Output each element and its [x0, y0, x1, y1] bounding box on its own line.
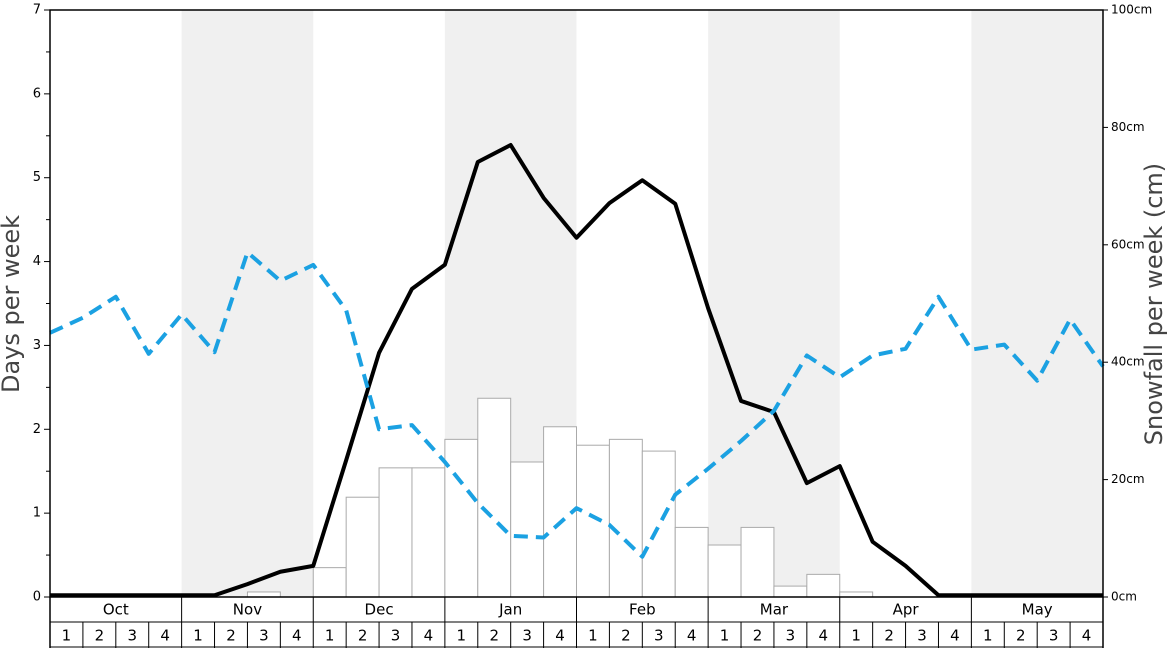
- month-label: Mar: [760, 601, 789, 619]
- x-tick-label: 2: [1016, 627, 1026, 645]
- x-tick-label: 2: [621, 627, 631, 645]
- y-tick-label: 2: [33, 422, 41, 437]
- x-tick-label: 2: [489, 627, 499, 645]
- y-tick-label: 4: [33, 254, 41, 269]
- x-tick-label: 4: [950, 627, 960, 645]
- x-tick-label: 1: [325, 627, 335, 645]
- month-label: Dec: [365, 601, 394, 619]
- bar: [510, 461, 545, 598]
- bar: [444, 438, 479, 598]
- x-tick-label: 2: [753, 627, 763, 645]
- y2-tick-label: 100cm: [1111, 3, 1152, 17]
- y-tick-label: 6: [33, 86, 41, 101]
- month-band: [708, 10, 840, 597]
- bar: [839, 591, 874, 598]
- month-label: Oct: [103, 601, 129, 619]
- bar: [378, 467, 413, 598]
- bar: [674, 526, 709, 598]
- y2-tick-label: 0cm: [1111, 590, 1137, 604]
- bar: [477, 397, 512, 598]
- month-band: [181, 10, 314, 597]
- x-tick-label: 1: [720, 627, 730, 645]
- month-label: Feb: [629, 601, 656, 619]
- line: [50, 143, 1103, 598]
- y2-tick-label: 60cm: [1111, 237, 1145, 251]
- x-tick-label: 3: [786, 627, 796, 645]
- x-tick-label: 4: [819, 627, 829, 645]
- month-label: May: [1022, 601, 1053, 619]
- bar: [806, 573, 841, 598]
- x-tick-label: 4: [555, 627, 565, 645]
- month-label: Nov: [233, 601, 262, 619]
- y2-tick-label: 20cm: [1111, 472, 1145, 486]
- x-tick-label: 3: [259, 627, 269, 645]
- x-tick-label: 4: [292, 627, 302, 645]
- bar: [641, 450, 676, 598]
- x-tick-label: 1: [62, 627, 72, 645]
- x-tick-label: 3: [522, 627, 532, 645]
- x-tick-label: 4: [160, 627, 170, 645]
- bar: [740, 526, 775, 598]
- x-tick-label: 1: [193, 627, 203, 645]
- x-tick-label: 2: [358, 627, 368, 645]
- bar: [246, 591, 281, 598]
- x-tick-label: 3: [654, 627, 664, 645]
- bar: [576, 444, 610, 598]
- x-tick-label: 1: [983, 627, 993, 645]
- bar: [608, 438, 643, 598]
- y-tick-label: 0: [33, 590, 41, 605]
- x-tick-label: 4: [687, 627, 697, 645]
- y2-tick-label: 80cm: [1111, 120, 1145, 134]
- bar: [411, 467, 446, 598]
- x-tick-label: 1: [851, 627, 861, 645]
- x-tick-label: 4: [424, 627, 434, 645]
- y-axis-title: Days per week: [0, 215, 25, 393]
- bar: [773, 585, 808, 598]
- month-label: Jan: [498, 601, 522, 619]
- x-tick-label: 3: [391, 627, 401, 645]
- y-tick-label: 7: [33, 3, 41, 18]
- x-tick-label: 2: [95, 627, 105, 645]
- y-tick-label: 1: [33, 506, 41, 521]
- bar: [345, 496, 380, 598]
- line: [49, 250, 1105, 559]
- bar: [707, 544, 742, 598]
- x-tick-label: 3: [917, 627, 927, 645]
- y2-axis-title: Snowfall per week (cm): [1140, 163, 1168, 445]
- month-label: Apr: [893, 601, 920, 619]
- y-tick-label: 3: [33, 338, 41, 353]
- x-tick-label: 2: [884, 627, 894, 645]
- y-tick-label: 5: [33, 170, 41, 185]
- x-tick-label: 1: [457, 627, 467, 645]
- bar: [312, 567, 347, 598]
- x-tick-label: 1: [588, 627, 598, 645]
- y2-tick-label: 40cm: [1111, 355, 1145, 369]
- month-band: [971, 10, 1103, 597]
- x-tick-label: 3: [1049, 627, 1059, 645]
- x-tick-label: 2: [226, 627, 236, 645]
- x-tick-label: 4: [1082, 627, 1092, 645]
- x-tick-label: 3: [127, 627, 137, 645]
